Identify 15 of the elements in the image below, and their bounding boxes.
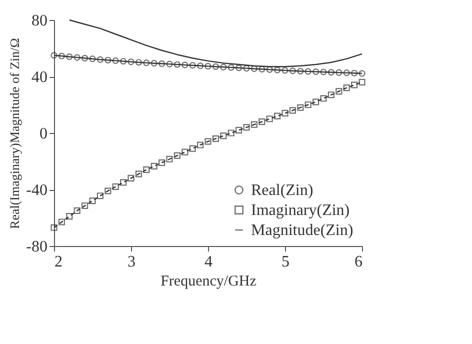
legend-label: Magnitude(Zin)	[251, 222, 354, 239]
y-tick-label: -40	[26, 182, 48, 199]
legend-label: Imaginary(Zin)	[251, 202, 350, 219]
x-tick-label: 6	[354, 254, 362, 270]
x-axis-title: Frequency/GHz	[160, 274, 257, 290]
x-tick-label: 3	[128, 254, 136, 270]
x-tick-label: 5	[282, 254, 290, 270]
legend-label: Real(Zin)	[251, 182, 314, 199]
y-tick-label: -80	[26, 238, 48, 256]
y-axis-title: Real(Imaginary)Magnitude of Zin/Ω	[7, 38, 22, 229]
y-tick-label: 0	[40, 126, 48, 142]
y-tick-label: 80	[32, 12, 48, 30]
x-tick-label: 4	[204, 254, 212, 270]
x-tick-label: 2	[54, 254, 62, 270]
y-tick-label: 40	[32, 69, 48, 86]
